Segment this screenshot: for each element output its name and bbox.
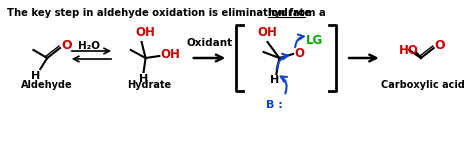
Text: LG: LG	[306, 33, 323, 46]
Text: O: O	[294, 46, 304, 59]
Text: OH: OH	[136, 26, 155, 39]
Text: The key step in aldehyde oxidation is elimination from a: The key step in aldehyde oxidation is el…	[7, 8, 329, 18]
Text: Carboxylic acid: Carboxylic acid	[381, 80, 465, 90]
Text: H₂O: H₂O	[78, 41, 100, 51]
Text: OH: OH	[160, 48, 180, 61]
Text: hydrate: hydrate	[267, 8, 311, 18]
Text: OH: OH	[258, 26, 278, 39]
Text: H: H	[139, 74, 148, 84]
Text: O: O	[61, 38, 72, 52]
Text: H: H	[270, 75, 279, 85]
Text: HO: HO	[399, 44, 419, 57]
Text: B :: B :	[265, 100, 283, 110]
Text: Hydrate: Hydrate	[128, 80, 172, 90]
Text: H: H	[31, 71, 40, 81]
Text: Oxidant: Oxidant	[186, 38, 233, 48]
Text: O: O	[435, 38, 445, 52]
Text: Aldehyde: Aldehyde	[21, 80, 73, 90]
